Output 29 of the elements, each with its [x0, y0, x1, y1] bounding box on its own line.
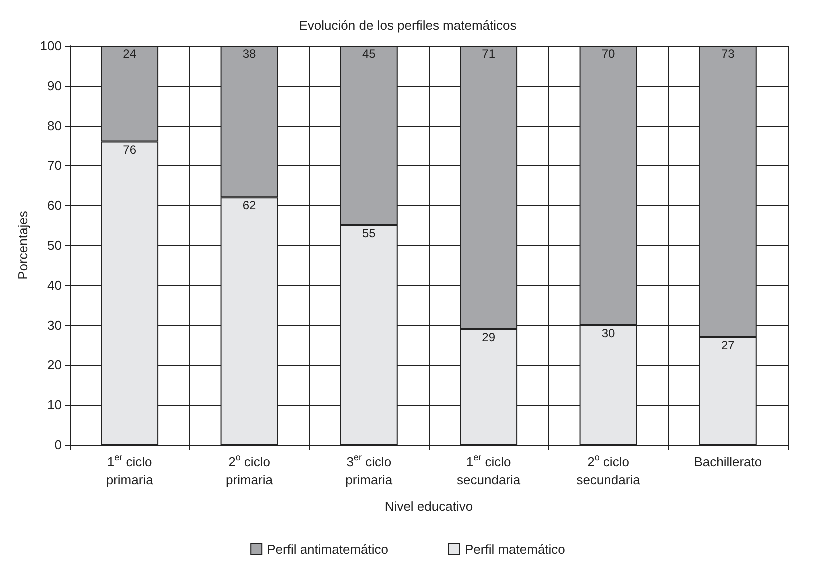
y-tick-label: 10 — [48, 398, 62, 413]
data-label: 45 — [362, 47, 376, 61]
data-label: 38 — [242, 47, 256, 61]
data-label: 55 — [362, 226, 376, 241]
data-label: 76 — [123, 142, 137, 157]
data-label: 30 — [602, 326, 616, 340]
y-tick-label: 100 — [40, 38, 62, 54]
legend-label: Perfil antimatemático — [267, 542, 388, 557]
data-label: 70 — [602, 47, 616, 61]
y-tick-label: 60 — [48, 198, 62, 214]
y-tick-label: 90 — [48, 78, 62, 94]
chart-title: Evolución de los perfiles matemáticos — [299, 18, 518, 33]
data-label: 27 — [721, 338, 736, 352]
data-label: 73 — [721, 47, 736, 61]
data-label: 62 — [242, 198, 256, 213]
data-label: 71 — [482, 47, 496, 61]
x-tick-label: Bachillerato — [694, 454, 762, 470]
y-tick-label: 40 — [48, 278, 62, 293]
y-tick-label: 80 — [48, 118, 62, 134]
y-tick-label: 50 — [48, 238, 62, 253]
y-tick-label: 0 — [54, 438, 62, 452]
legend-label: Perfil matemático — [464, 542, 566, 557]
y-tick-label: 20 — [48, 358, 62, 373]
y-axis-title: Porcentajes — [15, 210, 30, 280]
x-axis-title: Nivel educativo — [384, 499, 474, 514]
data-label: 24 — [123, 47, 137, 61]
y-tick-label: 70 — [48, 158, 62, 174]
y-tick-label: 30 — [48, 318, 62, 333]
data-label: 29 — [482, 330, 496, 344]
